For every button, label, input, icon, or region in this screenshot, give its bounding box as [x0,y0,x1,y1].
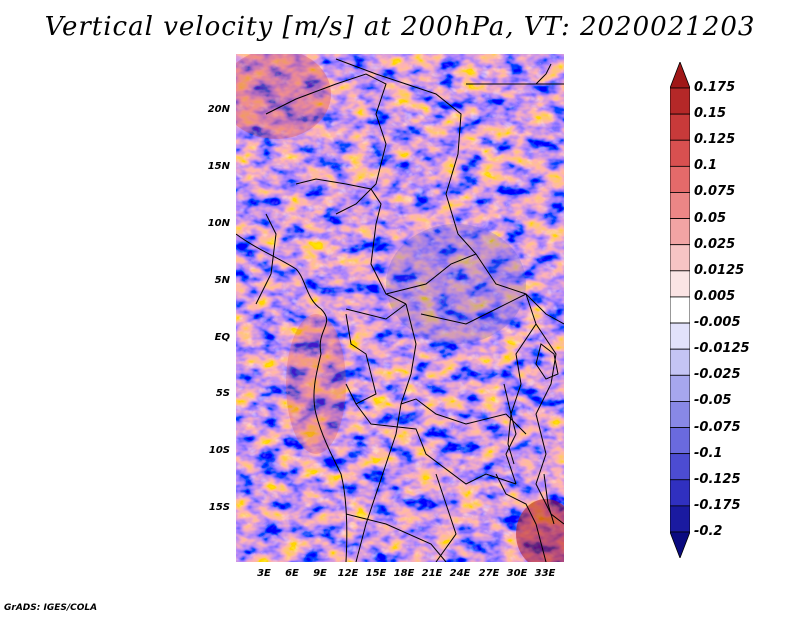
lat-label-20n: 20N [207,104,230,115]
colorbar-label: -0.005 [694,315,741,331]
lon-label-3e: 3E [257,568,271,579]
lon-label-21e: 21E [421,568,443,579]
colorbar-label: -0.1 [694,445,723,461]
downdraft-zone-center [386,224,526,344]
border-east-a [505,293,537,485]
border-south-a [400,398,527,435]
updraft-zone-northwest [236,54,331,139]
map-title: Vertical velocity [m/s] at 200hPa, VT: 2… [44,12,756,42]
lon-label-24e: 24E [449,568,471,579]
colorbar [670,62,690,558]
lon-label-18e: 18E [393,568,415,579]
border-south-c [435,473,457,562]
border-central-e [345,303,407,320]
border-southeast-a [495,473,547,562]
coastline-southwest [313,353,348,562]
lake-victoria [535,343,559,380]
colorbar-cell [670,296,690,324]
lat-label-5s: 5S [215,388,230,399]
colorbar-cell [670,87,690,115]
colorbar-cell [670,505,690,533]
colorbar-label: 0.025 [694,236,736,252]
coastline-west [236,233,328,355]
border-north-a [265,73,387,215]
velocity-field [236,54,564,562]
border-northeast-tip [535,63,552,85]
colorbar-label: -0.025 [694,367,741,383]
border-west-a [255,213,277,305]
colorbar-label: 0.075 [694,184,736,200]
lake-malawi [543,473,555,525]
colorbar-label: 0.05 [694,210,727,226]
border-north-b [335,58,527,295]
colorbar-cell [670,479,690,507]
lake-tanganyika [503,383,515,465]
lon-label-30e: 30E [506,568,528,579]
colorbar-label: 0.125 [694,132,736,148]
border-central-c [355,303,417,562]
colorbar-cell [670,113,690,141]
colorbar-label: 0.175 [694,80,736,95]
lon-label-9e: 9E [313,568,327,579]
colorbar-cell [670,218,690,246]
lat-label-5n: 5N [214,275,230,286]
colorbar-cell-top [670,62,690,89]
lat-label-15n: 15N [207,161,230,172]
colorbar-cell [670,244,690,272]
velocity-map [236,54,564,562]
colorbar-cell-bottom [670,531,690,558]
colorbar-cell [670,348,690,376]
lat-label-eq: EQ [214,332,230,343]
lat-label-10s: 10S [208,445,230,456]
lon-label-6e: 6E [285,568,299,579]
colorbar-cell [670,453,690,481]
colorbar-label: -0.2 [694,524,723,539]
lon-label-12e: 12E [337,568,359,579]
border-congo [345,313,377,405]
colorbar-cell [670,322,690,350]
colorbar-cell [670,427,690,455]
border-central-b [385,253,477,295]
lon-label-33e: 33E [534,568,556,579]
colorbar-label: 0.1 [694,158,718,174]
border-central-a [295,178,407,305]
colorbar-cell [670,139,690,167]
colorbar-cell [670,270,690,298]
colorbar-label: 0.0125 [694,262,745,278]
updraft-zone-coast [286,314,346,454]
border-south-d [345,513,447,562]
lat-label-10n: 10N [207,218,230,229]
colorbar-cell [670,165,690,193]
colorbar-cell [670,401,690,428]
country-borders [236,58,564,562]
lat-label-15s: 15S [208,502,230,513]
border-central-d [420,293,564,325]
grads-credit: GrADS: IGES/COLA [4,603,98,613]
colorbar-label: 0.005 [694,288,736,304]
colorbar-label: 0.15 [694,106,727,122]
lon-label-15e: 15E [365,568,387,579]
colorbar-cell [670,192,690,219]
colorbar-label: -0.125 [694,471,741,487]
lon-label-27e: 27E [478,568,500,579]
colorbar-cell [670,374,690,402]
border-south-b [355,403,517,485]
colorbar-label: -0.175 [694,497,741,513]
colorbar-label: -0.075 [694,419,741,435]
colorbar-label: -0.0125 [694,341,750,357]
colorbar-cells [670,62,690,558]
colorbar-label: -0.05 [694,393,732,409]
